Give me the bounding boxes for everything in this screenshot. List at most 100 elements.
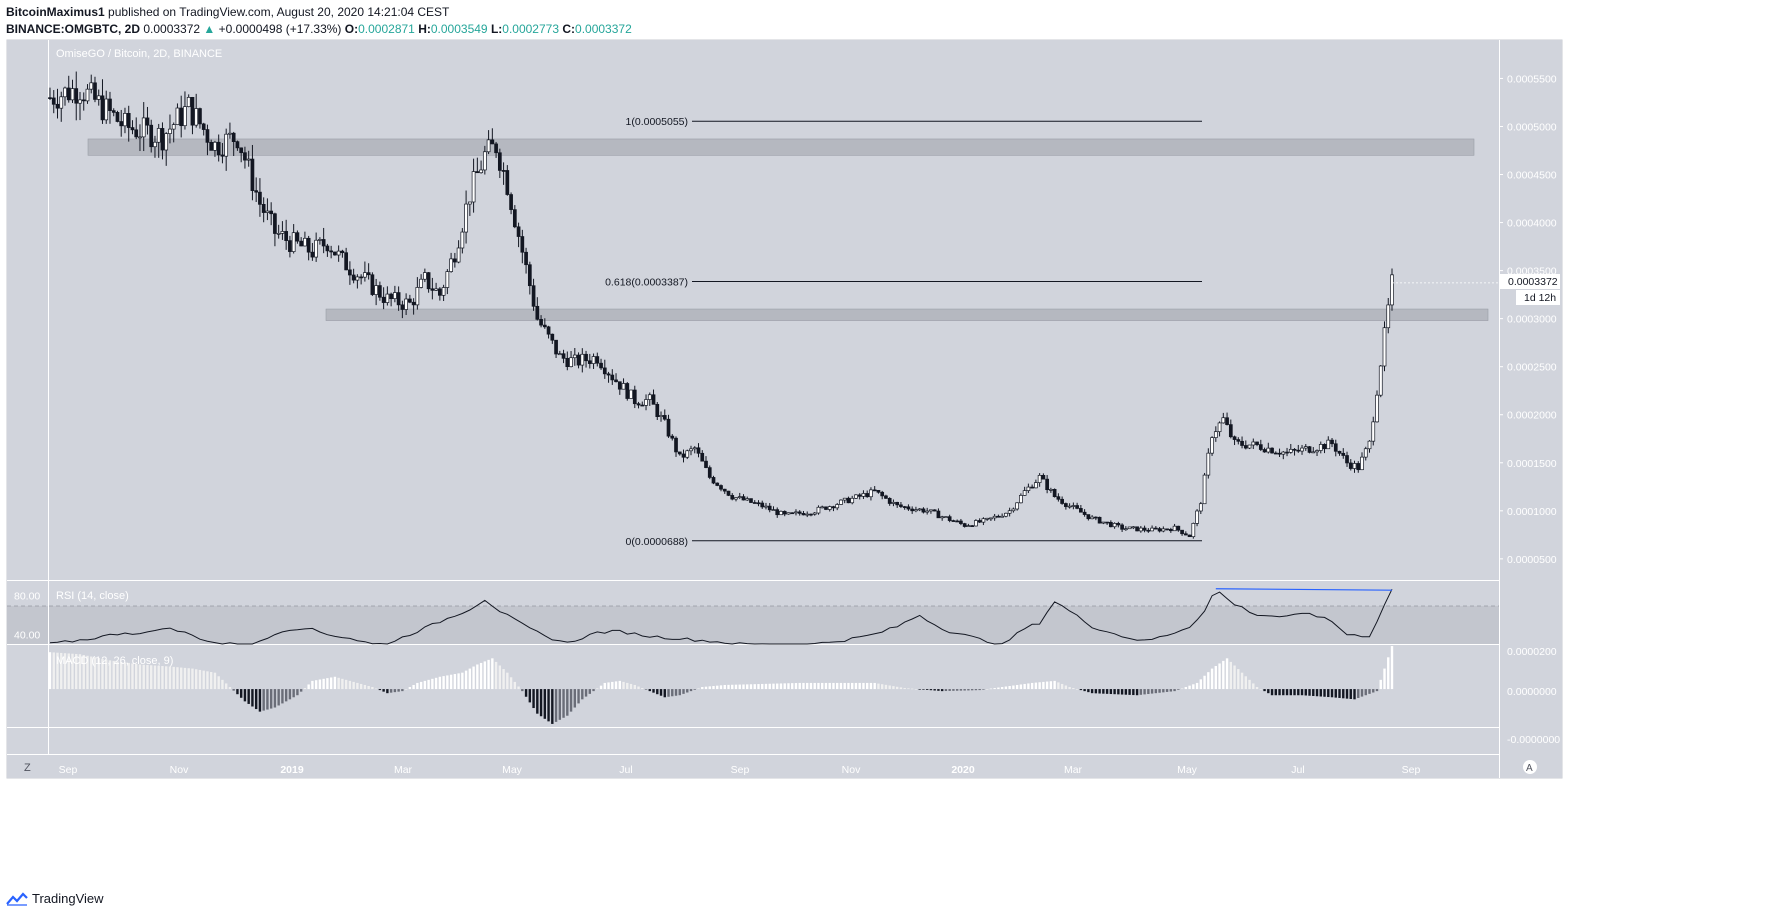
macd-bar: [1124, 689, 1128, 695]
macd-bar: [693, 689, 696, 690]
candle-body: [239, 147, 244, 154]
macd-bar: [461, 672, 464, 690]
macd-bar: [626, 682, 629, 690]
macd-bar: [967, 689, 970, 691]
macd-bar: [1188, 685, 1191, 690]
macd-bar: [168, 666, 172, 690]
candle-body: [171, 124, 176, 130]
close-label: C:: [562, 22, 576, 36]
macd-bar: [536, 689, 539, 714]
macd-bar: [288, 689, 292, 700]
candle-body: [760, 502, 765, 508]
candle-body: [640, 404, 645, 407]
candle-body: [670, 435, 675, 439]
macd-bar: [446, 675, 449, 690]
candle-body: [153, 141, 157, 148]
auto-scale-button[interactable]: A: [1523, 760, 1537, 774]
macd-bar: [929, 689, 933, 691]
macd-bar: [120, 661, 123, 690]
macd-bar: [138, 664, 142, 690]
candle-body: [70, 88, 75, 101]
author-name[interactable]: BitcoinMaximus1: [6, 5, 105, 19]
macd-bar: [1150, 689, 1154, 694]
candle-body: [1258, 444, 1263, 450]
macd-bar: [1139, 689, 1143, 695]
candle-body: [1123, 528, 1128, 531]
candle-body: [378, 285, 382, 298]
macd-bar: [1383, 668, 1386, 690]
macd-bar: [269, 689, 273, 709]
price-axis[interactable]: [1499, 40, 1562, 778]
time-axis[interactable]: [7, 755, 1499, 778]
macd-bar: [970, 689, 974, 691]
candle-body: [1202, 474, 1207, 505]
macd-bar: [1173, 689, 1176, 692]
candle-body: [970, 525, 975, 527]
candle-body: [1097, 516, 1102, 524]
macd-bar: [386, 689, 389, 694]
candle-body: [430, 288, 435, 291]
macd-bar: [1225, 658, 1229, 690]
candle-body: [363, 272, 367, 278]
macd-bar: [1259, 689, 1262, 690]
macd-bar: [678, 689, 681, 696]
macd-bar: [1199, 679, 1203, 690]
candle-body: [584, 353, 588, 362]
macd-bar: [1038, 682, 1041, 690]
time-tick-label: Jul: [619, 764, 632, 776]
macd-bar: [1342, 689, 1345, 699]
macd-bar: [1214, 666, 1218, 690]
macd-bar: [1323, 689, 1326, 697]
zoom-button[interactable]: Z: [24, 762, 31, 774]
candle-body: [824, 506, 828, 510]
macd-bar: [239, 689, 243, 698]
candle-body: [1273, 452, 1278, 455]
macd-bar: [1000, 687, 1004, 690]
candle-body: [1360, 456, 1364, 471]
candle-body: [561, 353, 566, 359]
macd-bar: [1357, 689, 1360, 698]
macd-bar: [982, 689, 985, 690]
publish-header: BitcoinMaximus1 published on TradingView…: [6, 4, 449, 21]
candle-body: [1015, 502, 1019, 510]
macd-bar: [851, 682, 854, 690]
macd-bar: [90, 656, 93, 690]
macd-bar: [832, 682, 835, 690]
time-tick-label: Mar: [1064, 764, 1083, 776]
macd-bar: [1308, 689, 1311, 696]
candle-body: [1251, 441, 1256, 446]
macd-bar: [299, 689, 303, 692]
candle-body: [85, 88, 90, 102]
time-tick-label: Sep: [731, 764, 750, 776]
macd-bar: [468, 668, 472, 690]
macd-bar: [494, 661, 498, 690]
macd-bar: [397, 689, 400, 692]
price-tick-label: 0.0002500: [1507, 362, 1557, 374]
macd-bar: [959, 689, 963, 691]
macd-bar: [1184, 687, 1188, 690]
candle-body: [595, 356, 600, 364]
macd-bar: [933, 689, 936, 691]
candle-body: [1266, 447, 1271, 453]
macd-bar: [528, 689, 532, 703]
candle-body: [880, 491, 885, 497]
tradingview-brand[interactable]: TradingView: [32, 891, 104, 906]
candle-body: [336, 250, 341, 256]
tradingview-logo-icon[interactable]: [6, 891, 28, 906]
macd-bar: [296, 689, 299, 696]
macd-bar: [1117, 689, 1120, 695]
macd-bar: [48, 652, 52, 690]
macd-bar: [547, 689, 550, 722]
macd-pane[interactable]: [7, 645, 1499, 727]
macd-bar: [723, 684, 726, 690]
macd-bar: [543, 689, 547, 719]
macd-bar: [75, 653, 78, 690]
candle-body: [865, 493, 870, 498]
candle-body: [524, 251, 528, 266]
candle-body: [111, 110, 116, 113]
macd-bar: [408, 687, 412, 690]
macd-bar: [682, 689, 685, 694]
candle-body: [734, 497, 738, 500]
macd-bar: [258, 689, 262, 712]
macd-bar: [716, 685, 719, 690]
